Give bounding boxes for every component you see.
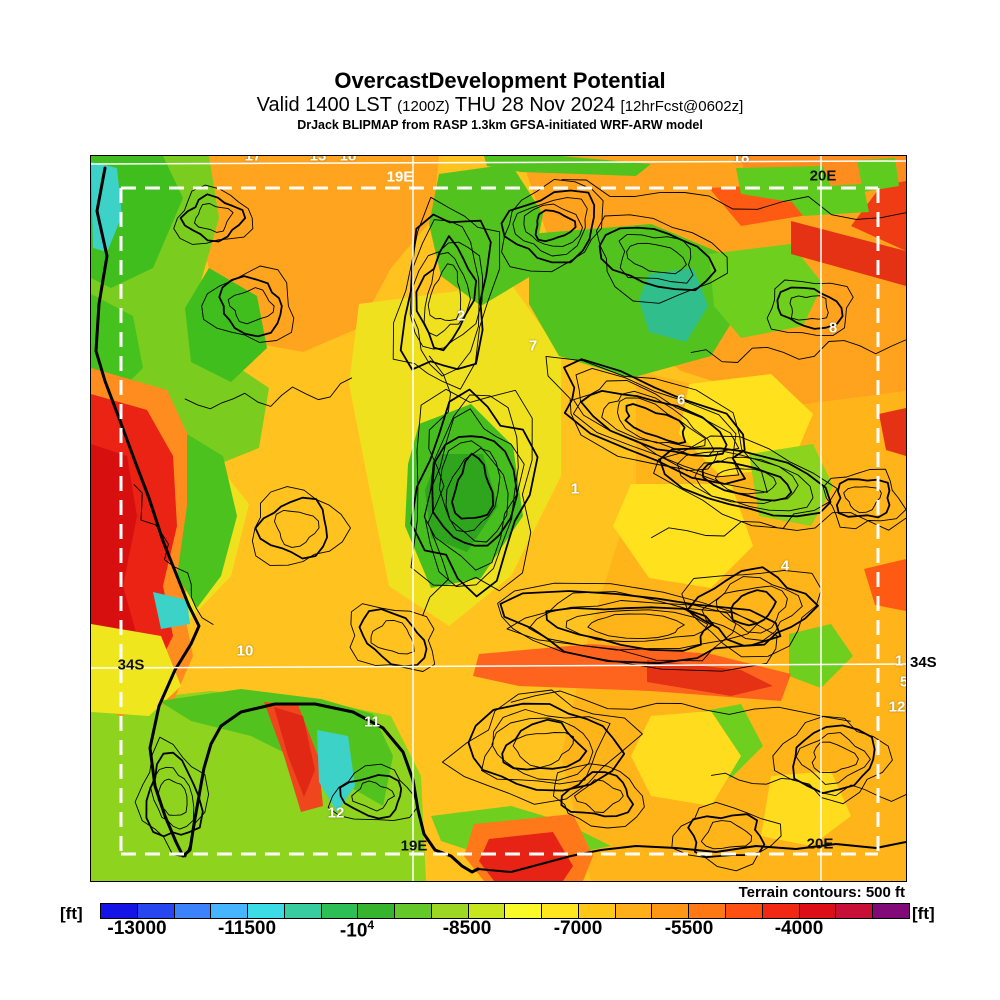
colorbar-tick-labels: -13000 -11500 -104 -8500 -7000 -5500 -4000: [100, 918, 910, 944]
colorbar: [100, 903, 910, 919]
colorbar-tick: -8500: [442, 918, 492, 939]
colorbar-segment: [652, 904, 689, 918]
page-title: OvercastDevelopment Potential: [334, 68, 666, 93]
colorbar-tick: -7000: [553, 918, 603, 939]
colorbar-tick: -5500: [664, 918, 714, 939]
colorbar-segment: [873, 904, 909, 918]
colorbar-unit-left: [ft]: [60, 904, 83, 923]
colorbar-segment: [395, 904, 431, 918]
colorbar-segment: [284, 904, 321, 918]
colorbar-segment: [358, 904, 395, 918]
colorbar-segment: [137, 904, 174, 918]
colorbar-segment: [689, 904, 726, 918]
colorbar-segment: [799, 904, 836, 918]
model-attribution-line: DrJack BLIPMAP from RASP 1.3km GFSA-init…: [297, 118, 703, 132]
colorbar-tick: -104: [339, 918, 375, 942]
colorbar-segment: [431, 904, 468, 918]
colorbar-segment: [615, 904, 652, 918]
colorbar-segment: [762, 904, 799, 918]
colorbar-segment: [468, 904, 505, 918]
forecast-map: 19E20E34S19E20E171318182786141011121512: [90, 155, 907, 882]
valid-prefix: Valid 1400 LST: [256, 94, 392, 116]
valid-time-line: Valid 1400 LST (1200Z) THU 28 Nov 2024 […: [0, 94, 1000, 117]
colorbar-segment: [726, 904, 762, 918]
colorbar-segment: [101, 904, 137, 918]
colorbar-segment: [321, 904, 358, 918]
colorbar-segment: [542, 904, 578, 918]
colorbar-segment: [578, 904, 615, 918]
terrain-contours-note: Terrain contours: 500 ft: [738, 884, 905, 901]
colorbar-tick: -4000: [774, 918, 824, 939]
valid-date: THU 28 Nov 2024: [454, 94, 615, 116]
valid-forecast-tag: [12hrFcst@0602z]: [620, 98, 744, 115]
colorbar-tick: -11500: [217, 918, 277, 939]
colorbar-segment: [211, 904, 248, 918]
map-canvas: [91, 156, 906, 881]
colorbar-tick: -13000: [107, 918, 167, 939]
colorbar-segment: [248, 904, 284, 918]
colorbar-segment: [836, 904, 873, 918]
colorbar-segment: [505, 904, 542, 918]
colorbar-unit-right: [ft]: [912, 904, 935, 923]
colorbar-segment: [174, 904, 211, 918]
latitude-label-right: 34S: [910, 654, 937, 671]
valid-zulu: (1200Z): [397, 98, 450, 115]
